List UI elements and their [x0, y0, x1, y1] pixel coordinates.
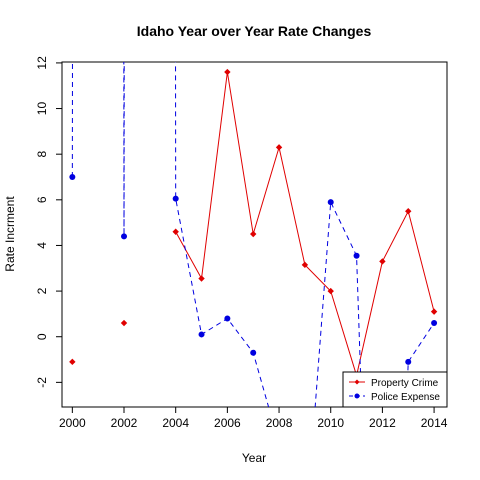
data-point [250, 349, 257, 356]
x-tick-label: 2004 [162, 416, 189, 430]
legend-label: Police Expense [371, 392, 440, 403]
x-tick-label: 2002 [111, 416, 138, 430]
y-axis-label: Rate Incrment [3, 196, 17, 272]
x-tick-label: 2014 [421, 416, 448, 430]
data-point [405, 208, 412, 215]
data-point [69, 358, 76, 366]
data-point [198, 275, 205, 282]
y-tick-label: 2 [35, 287, 49, 294]
x-tick-label: 2012 [369, 416, 396, 430]
y-tick-label: -2 [35, 377, 49, 388]
data-point [327, 287, 334, 295]
x-tick-label: 2000 [59, 416, 86, 430]
x-tick-label: 2010 [317, 416, 344, 430]
data-point [327, 199, 334, 206]
legend-box [342, 371, 448, 408]
data-point [430, 308, 438, 315]
data-point [121, 233, 128, 240]
series-line [175, 71, 435, 378]
legend-marker [354, 379, 360, 385]
data-point [198, 331, 205, 338]
legend-label: Property Crime [371, 378, 439, 389]
series-line [71, 62, 435, 407]
data-point [120, 319, 128, 327]
data-point [250, 230, 257, 238]
data-point [276, 441, 282, 447]
x-tick-label: 2006 [214, 416, 241, 430]
y-tick-label: 6 [35, 196, 49, 203]
legend-marker [354, 393, 360, 399]
y-tick-label: 12 [35, 56, 49, 70]
y-tick-label: 4 [35, 242, 49, 249]
data-point [172, 195, 179, 202]
y-tick-label: 10 [35, 102, 49, 116]
data-point [379, 258, 386, 265]
data-point [224, 68, 231, 76]
x-tick-label: 2008 [266, 416, 293, 430]
data-point [405, 358, 412, 365]
x-axis-label: Year [242, 451, 266, 465]
data-point [275, 144, 283, 151]
data-point [69, 174, 76, 180]
plot-frame [61, 61, 448, 408]
data-point [301, 261, 309, 269]
data-point [431, 320, 438, 327]
data-point [172, 228, 179, 235]
y-tick-label: 8 [35, 151, 49, 158]
y-tick-label: 0 [35, 333, 49, 340]
chart-title: Idaho Year over Year Rate Changes [137, 23, 372, 39]
data-point [353, 252, 360, 259]
data-point [224, 315, 231, 322]
plot-area [69, 62, 438, 447]
